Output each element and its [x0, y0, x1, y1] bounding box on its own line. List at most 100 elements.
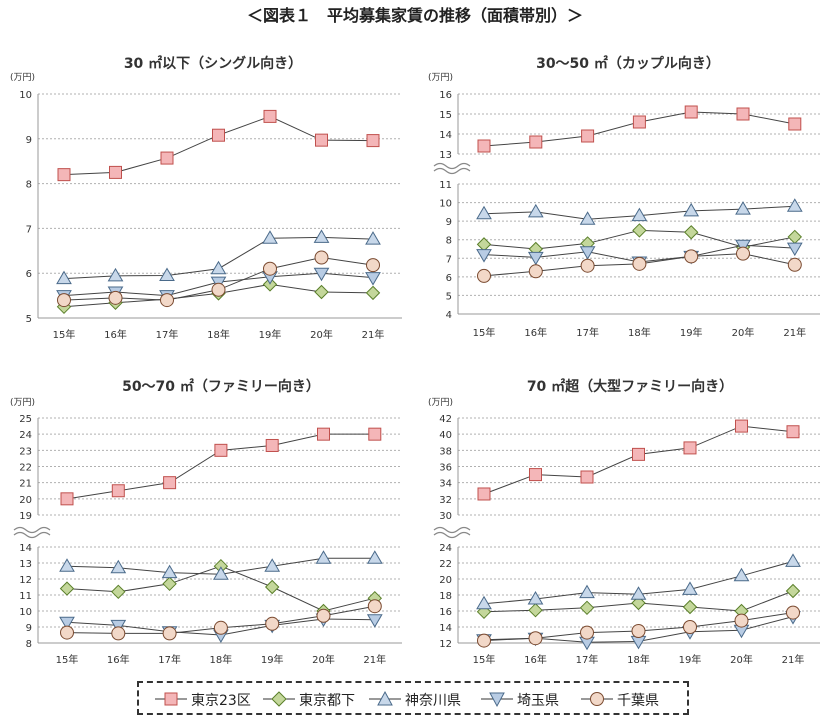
- data-point: [60, 625, 74, 640]
- y-tick-label: 19: [19, 511, 32, 522]
- y-tick-label: 11: [19, 591, 32, 602]
- y-tick-label: 38: [439, 446, 452, 457]
- data-point: [786, 198, 803, 212]
- y-tick-label: 7: [26, 224, 32, 235]
- y-tick-label: 21: [19, 479, 32, 490]
- chart-title: 70 ㎡超（大型ファミリー向き）: [527, 378, 733, 395]
- data-point: [110, 559, 127, 574]
- data-point: [736, 246, 750, 261]
- data-point: [263, 261, 277, 276]
- x-tick-label: 17年: [576, 653, 599, 666]
- x-tick-label: 16年: [107, 653, 130, 666]
- data-point: [162, 576, 177, 592]
- data-point: [108, 290, 123, 305]
- y-tick-label: 8: [446, 236, 452, 247]
- y-tick-label: 40: [439, 430, 452, 441]
- data-point: [111, 484, 125, 498]
- data-point: [630, 586, 647, 600]
- y-tick-label: 6: [26, 269, 32, 280]
- data-point: [368, 427, 382, 441]
- y-tick-label: 14: [439, 130, 452, 141]
- data-point: [632, 115, 646, 129]
- x-tick-label: 18年: [207, 328, 230, 341]
- y-tick-label: 10: [19, 607, 32, 618]
- y-tick-label: 10: [19, 90, 32, 101]
- axis-break-icon: [433, 531, 471, 539]
- data-point: [630, 635, 647, 650]
- x-tick-label: 17年: [576, 326, 599, 339]
- x-tick-label: 19年: [680, 326, 703, 339]
- data-point: [736, 107, 750, 121]
- y-tick-label: 25: [19, 414, 32, 425]
- y-tick-label: 13: [439, 150, 452, 161]
- data-point: [579, 246, 596, 260]
- data-point: [159, 267, 175, 281]
- data-point: [211, 282, 226, 297]
- data-point: [684, 249, 699, 264]
- data-point: [213, 620, 228, 635]
- x-tick-label: 17年: [158, 653, 181, 666]
- series-3: [476, 553, 801, 610]
- data-point: [579, 600, 595, 616]
- data-point: [632, 447, 645, 461]
- y-tick-label: 15: [439, 110, 452, 121]
- data-point: [528, 602, 543, 618]
- data-point: [476, 249, 492, 263]
- data-point: [111, 584, 126, 600]
- data-point: [683, 441, 697, 455]
- y-tick-label: 16: [439, 607, 452, 618]
- y-tick-label: 18: [439, 591, 452, 602]
- y-tick-label: 7: [446, 254, 452, 265]
- x-tick-label: 19年: [679, 653, 702, 666]
- series-3: [59, 550, 383, 580]
- data-point: [313, 267, 330, 282]
- data-point: [265, 438, 279, 452]
- charts-canvas: 30 ㎡以下（シングル向き） (万円) 5 6 7 8 9 10 15年 16年 17年 18年 19年…: [10, 55, 820, 666]
- y-tick-label: 5: [446, 291, 452, 302]
- y-tick-label: 34: [439, 479, 452, 490]
- data-point: [214, 443, 228, 457]
- axis-break-icon: [433, 526, 471, 534]
- data-point: [109, 165, 122, 179]
- x-tick-label: 15年: [473, 326, 496, 339]
- chart-title: 30 ㎡以下（シングル向き）: [124, 55, 302, 72]
- data-point: [366, 258, 380, 273]
- series-5: [57, 250, 380, 308]
- data-point: [785, 553, 801, 567]
- data-point: [527, 591, 544, 605]
- data-point: [365, 272, 381, 286]
- series-1: [57, 109, 380, 182]
- data-point: [365, 231, 381, 245]
- y-tick-label: 11: [439, 180, 452, 191]
- unit-label: (万円): [10, 397, 35, 408]
- data-point: [528, 631, 543, 646]
- data-point: [683, 202, 700, 217]
- data-point: [160, 293, 174, 308]
- legend-label: 神奈川県: [405, 693, 461, 709]
- data-point: [580, 625, 594, 640]
- chart-panel-1: 30 ㎡以下（シングル向き） (万円) 5 6 7 8 9 10 15年 16年 17年 18年 19年…: [10, 55, 402, 341]
- data-point: [314, 250, 329, 265]
- data-point: [161, 564, 178, 579]
- unit-label: (万円): [428, 72, 453, 83]
- data-point: [632, 256, 647, 271]
- data-point: [477, 633, 491, 648]
- x-tick-label: 18年: [210, 653, 233, 666]
- data-point: [477, 139, 491, 153]
- data-point: [313, 229, 330, 243]
- x-tick-label: 21年: [362, 328, 385, 341]
- chart-panel-3: 50～70 ㎡（ファミリー向き） (万円) 19 20 21 22 23 24 25 8 9 10 11…: [10, 378, 402, 666]
- data-point: [477, 487, 491, 501]
- y-tick-label: 9: [26, 135, 32, 146]
- y-tick-label: 36: [439, 463, 452, 474]
- axis-break-icon: [13, 531, 51, 539]
- data-point: [365, 285, 381, 301]
- data-point: [734, 613, 749, 628]
- y-tick-label: 8: [26, 180, 32, 191]
- y-tick-label: 24: [19, 430, 32, 441]
- data-point: [315, 550, 332, 564]
- data-point: [786, 242, 803, 257]
- x-tick-label: 16年: [524, 653, 547, 666]
- y-tick-label: 14: [439, 623, 452, 634]
- data-point: [476, 205, 492, 220]
